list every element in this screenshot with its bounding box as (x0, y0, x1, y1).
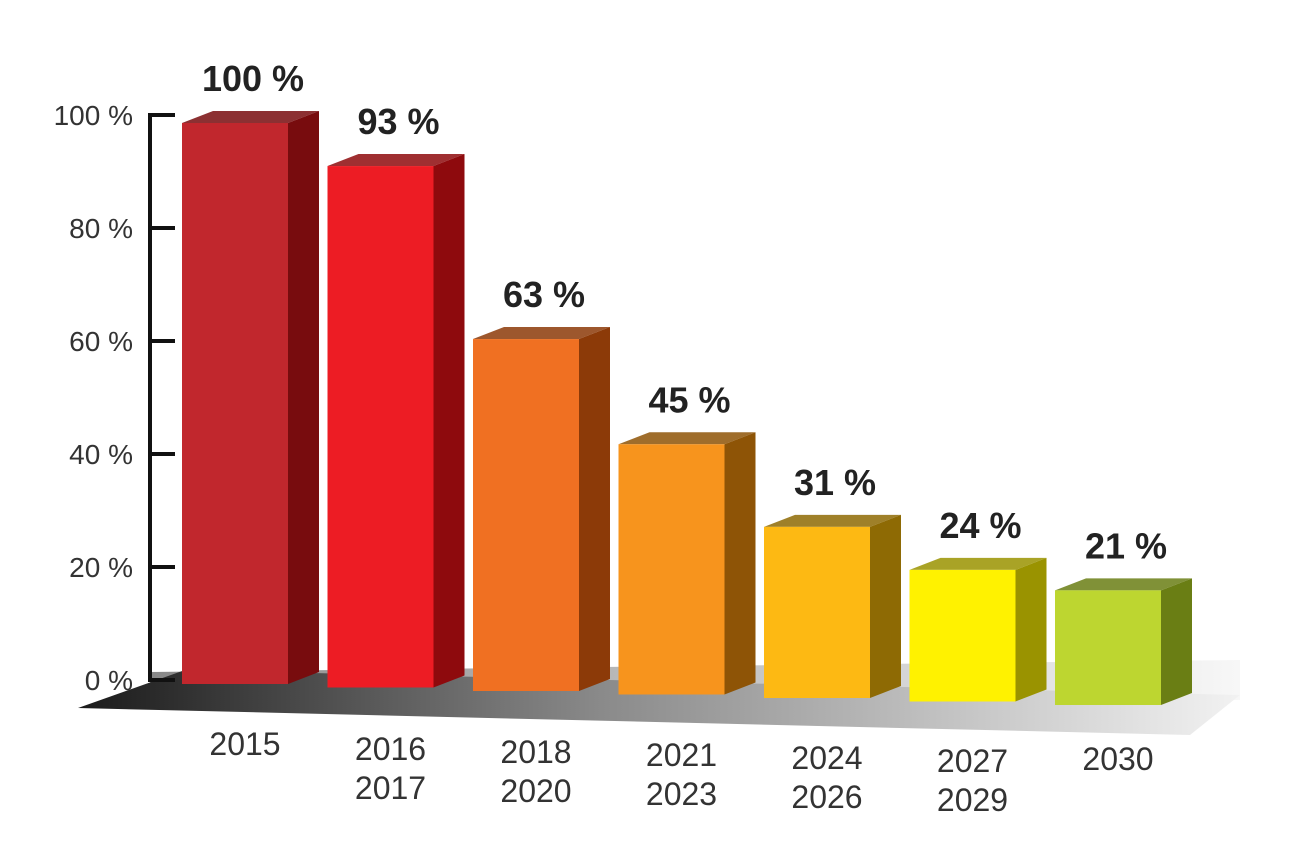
x-tick-label: 2029 (937, 782, 1008, 818)
bar (327, 166, 434, 688)
bar-top (327, 154, 465, 167)
y-tick-label: 100 % (54, 100, 133, 131)
x-tick-label: 2027 (937, 743, 1008, 779)
bar-top (473, 327, 610, 340)
bar-top (618, 432, 756, 445)
x-tick-label: 2015 (209, 726, 280, 762)
bar-side (1161, 578, 1192, 705)
bar-top (1055, 578, 1192, 591)
y-tick-label: 20 % (69, 552, 133, 583)
data-label: 63 % (503, 274, 585, 315)
bar-top (909, 557, 1047, 570)
bar-side (579, 327, 610, 691)
data-label: 93 % (357, 101, 439, 142)
x-tick-label: 2017 (355, 770, 426, 806)
x-tick-label: 2020 (500, 773, 571, 809)
data-label: 45 % (648, 379, 730, 420)
bar-top (764, 514, 901, 527)
bar-side (288, 111, 319, 684)
y-tick-label: 60 % (69, 326, 133, 357)
y-tick-label: 0 % (85, 665, 133, 696)
data-label: 31 % (794, 462, 876, 503)
data-label: 21 % (1085, 525, 1167, 566)
y-tick-label: 40 % (69, 439, 133, 470)
bar (764, 526, 870, 698)
bar (909, 569, 1016, 702)
bar (182, 123, 288, 684)
bar-side (870, 514, 901, 698)
bar (1055, 590, 1161, 705)
bar-top (182, 111, 319, 123)
x-tick-label: 2021 (646, 737, 717, 773)
bar-side (1015, 557, 1047, 702)
data-label: 24 % (939, 505, 1021, 546)
bar (618, 444, 725, 695)
x-tick-label: 2024 (791, 740, 862, 776)
bar (473, 339, 579, 691)
bar-side (433, 154, 465, 688)
y-tick-label: 80 % (69, 213, 133, 244)
x-tick-label: 2016 (355, 731, 426, 767)
bar-side (724, 432, 756, 695)
x-tick-label: 2018 (500, 734, 571, 770)
x-tick-label: 2026 (791, 779, 862, 815)
x-tick-label: 2023 (646, 776, 717, 812)
x-tick-label: 2030 (1082, 741, 1153, 777)
data-label: 100 % (202, 58, 304, 99)
